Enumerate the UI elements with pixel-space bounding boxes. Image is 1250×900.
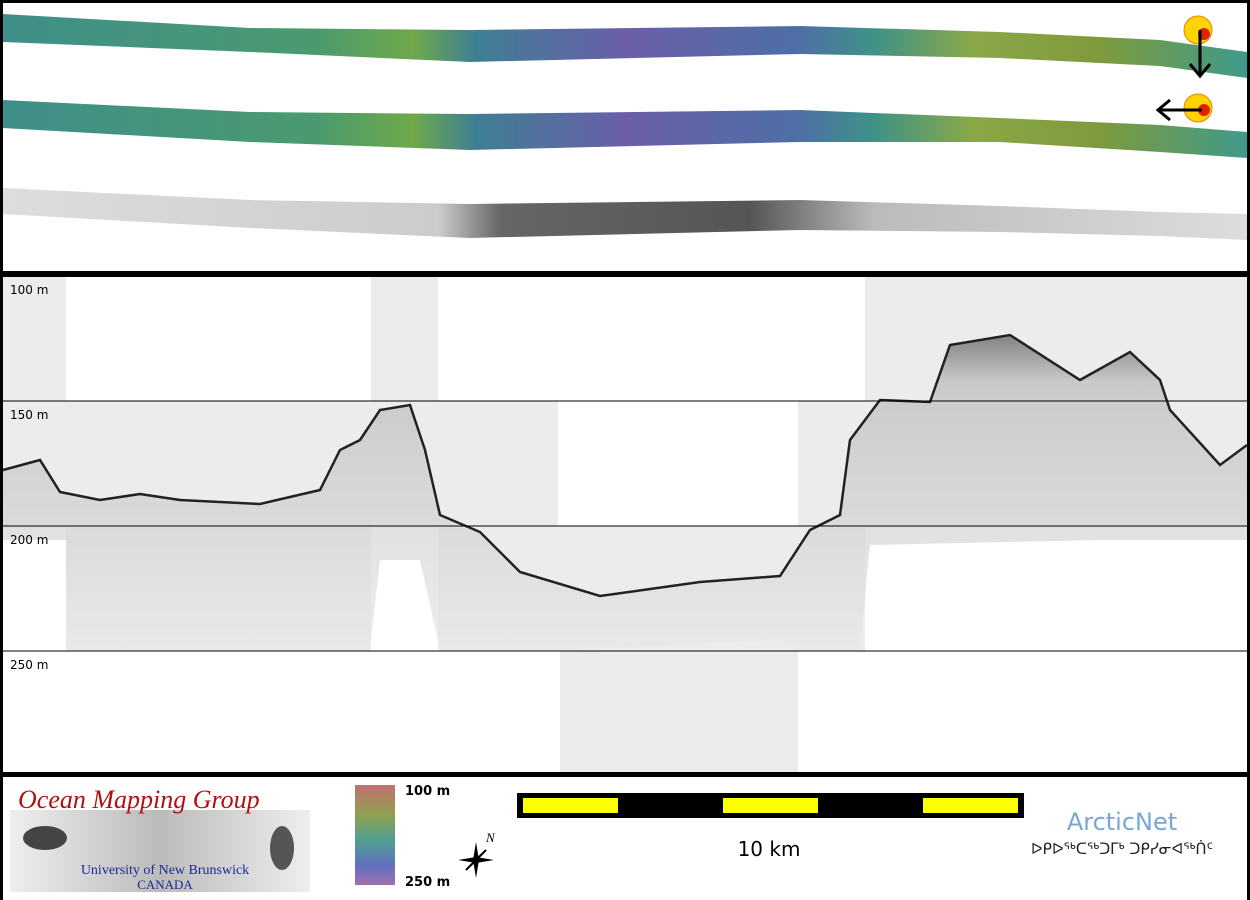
depth-label: 100 m (10, 283, 48, 297)
logo-image (10, 810, 310, 892)
logo-country: CANADA (137, 877, 193, 892)
partner-syllabics: ᐅᑭᐅᖅᑕᖅᑐᒥᒃ ᑐᑭᓯᓂᐊᖅᑏᑦ (1031, 840, 1213, 858)
swath-shaded-1 (3, 14, 1247, 78)
depth-label: 200 m (10, 533, 48, 547)
colorbar (355, 785, 395, 885)
sediment (3, 335, 1247, 650)
colorbar-label: 100 m (405, 784, 450, 799)
swath-backscatter (3, 188, 1247, 240)
colorbar-label: 250 m (405, 875, 450, 890)
depth-lines (3, 400, 1247, 652)
logo-university: University of New Brunswick (81, 863, 249, 878)
seabed-profile (2, 333, 1248, 598)
scale-bar (517, 793, 1024, 818)
logo-ship (270, 826, 294, 870)
logo-ship (23, 826, 67, 850)
north-label: N (485, 830, 496, 845)
sun-icon (1155, 93, 1213, 123)
north-arrow (458, 842, 494, 878)
depth-label: 250 m (10, 658, 48, 672)
depth-label: 150 m (10, 408, 48, 422)
scale-label: 10 km (738, 837, 801, 861)
sun-icon (1183, 15, 1213, 79)
logo-title: Ocean Mapping Group (18, 785, 260, 814)
swath-shaded-2 (3, 100, 1247, 158)
partner-name: ArcticNet (1067, 808, 1177, 836)
